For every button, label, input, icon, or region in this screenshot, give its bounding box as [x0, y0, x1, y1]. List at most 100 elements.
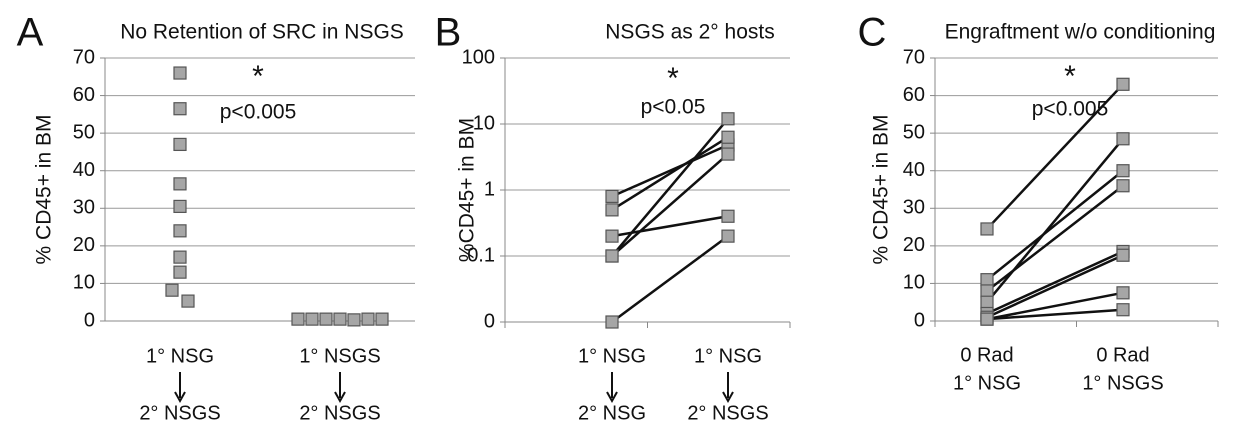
arrow-head [722, 391, 734, 404]
data-point [173, 177, 187, 191]
pair-line [611, 235, 729, 324]
pair-line [986, 184, 1124, 292]
data-point [605, 189, 619, 203]
panel-letter: A [17, 11, 44, 55]
x-tick-label: 2° NSGS [687, 402, 768, 424]
y-tick-label: 100 [462, 46, 495, 68]
data-point [1116, 303, 1130, 317]
data-point [721, 112, 735, 126]
data-point [605, 229, 619, 243]
pair-line [986, 169, 1124, 281]
pair-line [986, 83, 1124, 230]
y-tick-label: 70 [73, 46, 95, 68]
y-axis-label: %CD45+ in BM [456, 118, 479, 262]
data-point [721, 130, 735, 144]
x-tick-label: 1° NSG [694, 345, 762, 367]
arrow-head [174, 391, 186, 404]
panel-title: No Retention of SRC in NSGS [120, 21, 404, 44]
y-tick-label: 0 [914, 309, 925, 331]
data-point [980, 312, 994, 326]
pair-line [986, 137, 1124, 304]
y-tick-label: 60 [73, 84, 95, 106]
y-tick-label: 0 [484, 310, 495, 332]
data-point [980, 295, 994, 309]
data-point [173, 250, 187, 264]
data-point [173, 199, 187, 214]
pair-line [611, 153, 729, 257]
data-point [173, 224, 187, 238]
y-tick-label: 50 [73, 121, 95, 143]
p-value: p<0.05 [641, 96, 706, 119]
data-point [347, 313, 361, 327]
y-axis-label: % CD45+ in BM [870, 115, 893, 265]
significance-star: * [252, 60, 264, 93]
x-tick-label: 1° NSGS [1082, 372, 1163, 394]
y-tick-label: 30 [73, 197, 95, 219]
pair-line [611, 215, 729, 238]
x-tick-label: 1° NSG [146, 345, 214, 367]
x-tick-label: 0 Rad [960, 344, 1013, 366]
data-point [181, 294, 195, 308]
pair-line [611, 143, 729, 198]
y-axis-label: % CD45+ in BM [33, 115, 56, 265]
data-point [1116, 248, 1130, 262]
pair-line [611, 136, 729, 211]
x-tick-label: 2° NSGS [139, 402, 220, 424]
x-tick-label: 1° NSGS [299, 345, 380, 367]
y-tick-label: 20 [73, 234, 95, 256]
data-point [319, 312, 333, 326]
panel-title: NSGS as 2° hosts [605, 21, 774, 44]
x-tick-label: 2° NSGS [299, 402, 380, 424]
data-point [721, 229, 735, 243]
arrow-head [334, 391, 346, 404]
data-point [173, 66, 187, 80]
pair-line [611, 117, 729, 257]
y-tick-label: 10 [473, 112, 495, 134]
data-point [1116, 179, 1130, 193]
p-value: p<0.005 [220, 101, 297, 124]
data-point [173, 265, 187, 279]
pair-line [986, 254, 1124, 319]
data-point [305, 312, 319, 326]
data-point [605, 203, 619, 217]
data-point [1116, 132, 1130, 146]
significance-star: * [667, 62, 679, 95]
data-point [980, 222, 994, 236]
data-point [1116, 77, 1130, 91]
data-point [333, 312, 347, 326]
data-point [605, 315, 619, 329]
pair-line [986, 250, 1124, 315]
data-point [721, 147, 735, 161]
y-tick-label: 0.1 [467, 244, 495, 266]
data-point [173, 102, 187, 116]
data-point [605, 249, 619, 263]
panel-title: Engraftment w/o conditioning [945, 21, 1216, 44]
x-tick-label: 1° NSG [953, 372, 1021, 394]
p-value: p<0.005 [1032, 98, 1109, 121]
y-tick-label: 0 [84, 309, 95, 331]
y-tick-label: 70 [903, 46, 925, 68]
y-tick-label: 10 [903, 272, 925, 294]
y-tick-label: 50 [903, 121, 925, 143]
y-tick-label: 60 [903, 84, 925, 106]
arrow-head [606, 391, 618, 404]
data-point [173, 137, 187, 152]
x-tick-label: 2° NSG [578, 402, 646, 424]
x-tick-label: 0 Rad [1096, 344, 1149, 366]
pair-line [986, 308, 1124, 321]
data-point [721, 209, 735, 223]
x-tick-label: 1° NSG [578, 345, 646, 367]
panel-letter: B [435, 11, 462, 55]
data-point [361, 312, 375, 326]
y-tick-label: 40 [73, 159, 95, 181]
y-tick-label: 20 [903, 234, 925, 256]
pair-line [986, 291, 1124, 321]
data-point [375, 312, 389, 326]
data-point [980, 284, 994, 298]
y-tick-label: 10 [73, 272, 95, 294]
data-point [1116, 164, 1130, 178]
data-point [291, 312, 305, 326]
y-tick-label: 1 [484, 178, 495, 200]
data-point [1116, 286, 1130, 300]
